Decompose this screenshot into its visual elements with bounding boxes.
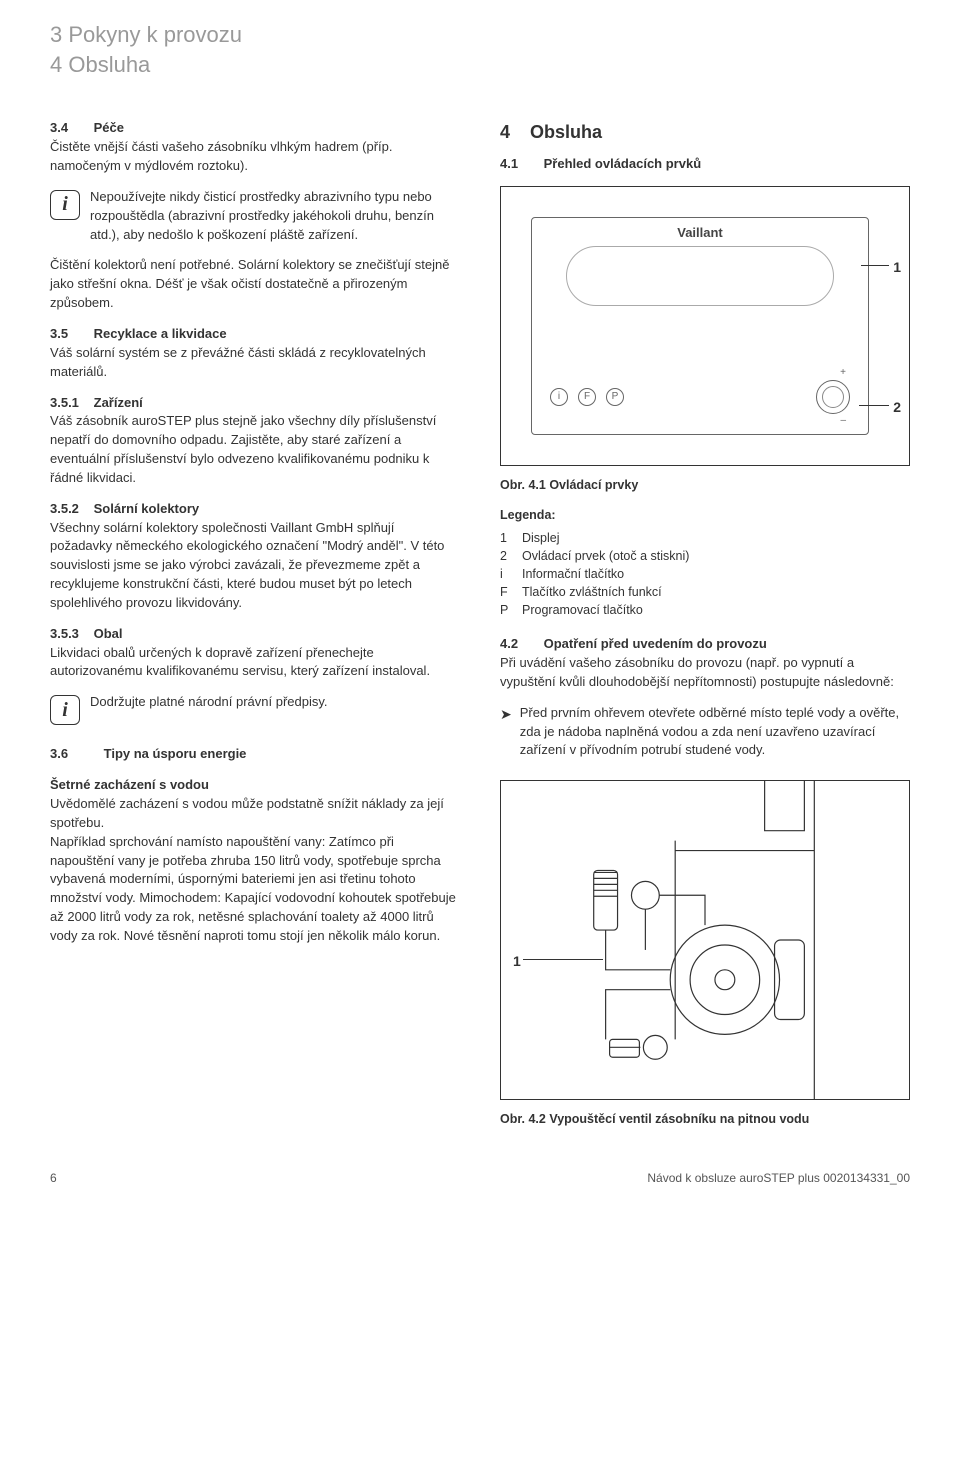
info-icon: i: [50, 695, 80, 725]
bullet-item: ➤ Před prvním ohřevem otevřete odběrné m…: [500, 704, 910, 761]
legend-list: 1Displej 2Ovládací prvek (otoč a stiskni…: [500, 529, 910, 620]
section-4-2-number: 4.2: [500, 635, 540, 654]
info-icon: i: [50, 190, 80, 220]
page-header: 3 Pokyny k provozu 4 Obsluha: [50, 20, 910, 79]
control-row: i F P + –: [532, 380, 868, 414]
section-3-5-3-title: Obal: [94, 626, 123, 641]
section-3-5-1-body: Váš zásobník auroSTEP plus stejně jako v…: [50, 413, 436, 485]
control-panel-outline: Vaillant i F P + –: [531, 217, 869, 435]
right-column: 4 Obsluha 4.1 Přehled ovládacích prvků V…: [500, 119, 910, 1140]
section-4-2-title: Opatření před uvedením do provozu: [544, 636, 767, 651]
section-4-1-title: Přehled ovládacích prvků: [544, 156, 702, 171]
figure-4-1: Vaillant i F P + –: [500, 186, 910, 466]
info-note-cleaning: i Nepoužívejte nikdy čisticí prostředky …: [50, 188, 460, 245]
section-3-6-title: Tipy na úsporu energie: [104, 746, 247, 761]
two-column-layout: 3.4 Péče Čistěte vnější části vašeho zás…: [50, 119, 910, 1140]
section-3-5-1-heading: 3.5.1 Zařízení Váš zásobník auroSTEP plu…: [50, 394, 460, 488]
section-3-6-number: 3.6: [50, 745, 100, 764]
page-number: 6: [50, 1170, 57, 1187]
header-line-1: 3 Pokyny k provozu: [50, 20, 910, 50]
callout-1: 1: [893, 257, 901, 277]
section-4-2-heading: 4.2 Opatření před uvedením do provozu Př…: [500, 635, 910, 692]
section-3-5-1-number: 3.5.1: [50, 394, 90, 413]
figure-4-2: 1: [500, 780, 910, 1100]
section-3-5-title: Recyklace a likvidace: [94, 326, 227, 341]
water-saving-title: Šetrné zacházení s vodou: [50, 777, 209, 792]
water-saving-heading: Šetrné zacházení s vodou Uvědomělé zachá…: [50, 776, 460, 946]
page-footer: 6 Návod k obsluze auroSTEP plus 00201343…: [50, 1170, 910, 1187]
section-3-5-1-title: Zařízení: [94, 395, 143, 410]
section-3-4-heading: 3.4 Péče Čistěte vnější části vašeho zás…: [50, 119, 460, 176]
plus-icon: +: [840, 366, 846, 381]
section-4-2-body: Při uvádění vašeho zásobníku do provozu …: [500, 655, 894, 689]
left-column: 3.4 Péče Čistěte vnější části vašeho zás…: [50, 119, 460, 1140]
section-3-5-body: Váš solární systém se z převážné části s…: [50, 345, 426, 379]
rotary-knob-icon: [816, 380, 850, 414]
brand-label: Vaillant: [677, 224, 723, 243]
minus-icon: –: [840, 414, 846, 429]
legend-item: iInformační tlačítko: [500, 565, 910, 583]
section-3-6-heading: 3.6 Tipy na úsporu energie: [50, 745, 460, 764]
figure-4-2-caption: Obr. 4.2 Vypouštěcí ventil zásobníku na …: [500, 1110, 910, 1128]
section-3-4-body: Čistěte vnější části vašeho zásobníku vl…: [50, 139, 392, 173]
section-3-5-3-number: 3.5.3: [50, 625, 90, 644]
legend-item: 2Ovládací prvek (otoč a stiskni): [500, 547, 910, 565]
valve-callout-1: 1: [513, 951, 521, 971]
legend-title: Legenda:: [500, 506, 910, 524]
info-button-icon: i: [550, 388, 568, 406]
bullet-text: Před prvním ohřevem otevřete odběrné mís…: [520, 704, 910, 761]
section-3-4-title: Péče: [94, 120, 124, 135]
arrow-icon: ➤: [500, 704, 512, 761]
collector-cleaning-paragraph: Čištění kolektorů není potřebné. Solární…: [50, 256, 460, 313]
section-4-1-heading: 4.1 Přehled ovládacích prvků: [500, 155, 910, 174]
section-4-title: Obsluha: [530, 122, 602, 142]
section-3-4-number: 3.4: [50, 119, 90, 138]
info-note-cleaning-text: Nepoužívejte nikdy čisticí prostředky ab…: [90, 188, 460, 245]
valve-diagram-icon: [501, 781, 909, 1099]
info-note-regulations: i Dodržujte platné národní právní předpi…: [50, 693, 460, 725]
section-4-1-number: 4.1: [500, 155, 540, 174]
section-3-5-3-body: Likvidaci obalů určených k dopravě zaříz…: [50, 645, 430, 679]
section-3-5-2-heading: 3.5.2 Solární kolektory Všechny solární …: [50, 500, 460, 613]
section-3-5-2-body: Všechny solární kolektory společnosti Va…: [50, 520, 444, 610]
water-saving-body: Uvědomělé zacházení s vodou může podstat…: [50, 796, 456, 943]
section-4-number: 4: [500, 122, 510, 142]
header-line-2: 4 Obsluha: [50, 50, 910, 80]
section-3-5-2-number: 3.5.2: [50, 500, 90, 519]
program-button-icon: P: [606, 388, 624, 406]
info-note-regulations-text: Dodržujte platné národní právní předpisy…: [90, 693, 460, 712]
legend-item: 1Displej: [500, 529, 910, 547]
callout-1-line: [861, 265, 889, 266]
display-outline: [566, 246, 835, 306]
doc-reference: Návod k obsluze auroSTEP plus 0020134331…: [647, 1170, 910, 1187]
section-3-5-heading: 3.5 Recyklace a likvidace Váš solární sy…: [50, 325, 460, 382]
section-4-heading: 4 Obsluha: [500, 119, 910, 145]
section-3-5-3-heading: 3.5.3 Obal Likvidaci obalů určených k do…: [50, 625, 460, 682]
legend-item: FTlačítko zvláštních funkcí: [500, 583, 910, 601]
callout-2-line: [859, 405, 889, 406]
legend-item: PProgramovací tlačítko: [500, 601, 910, 619]
valve-callout-line: [523, 959, 603, 960]
section-3-5-2-title: Solární kolektory: [94, 501, 199, 516]
callout-2: 2: [893, 397, 901, 417]
figure-4-1-caption: Obr. 4.1 Ovládací prvky: [500, 476, 910, 494]
function-button-icon: F: [578, 388, 596, 406]
section-3-5-number: 3.5: [50, 325, 90, 344]
